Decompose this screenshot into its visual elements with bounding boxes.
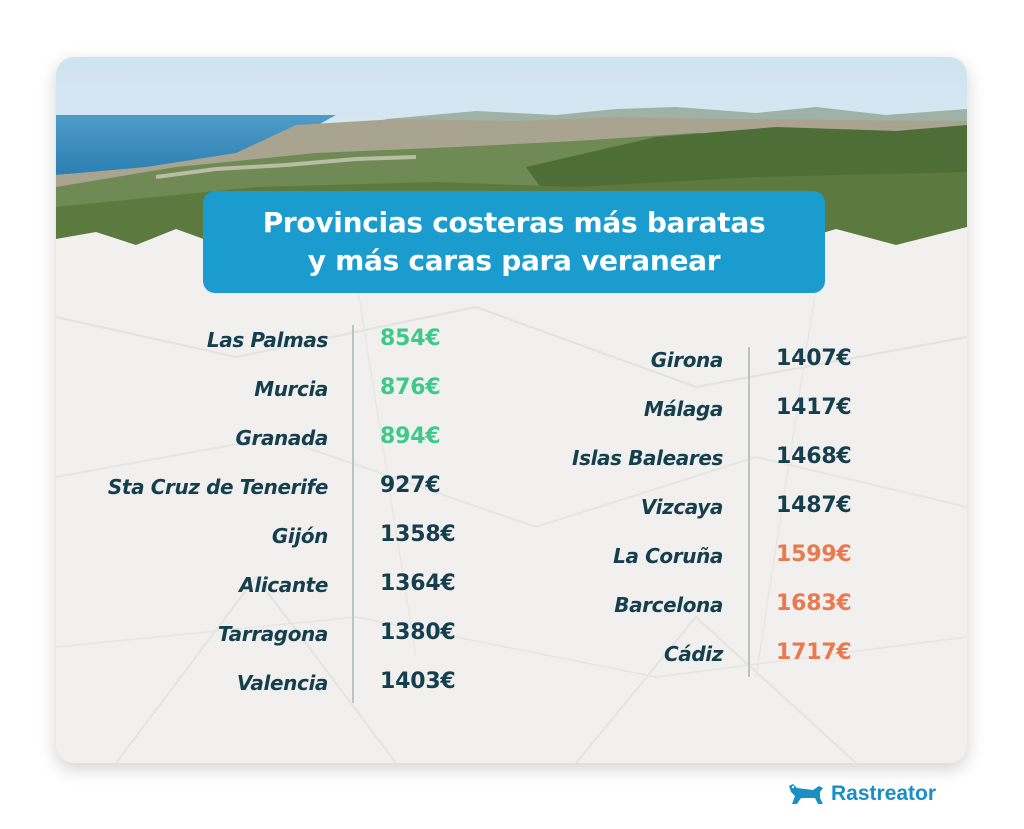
province-price: 1403€ — [380, 669, 456, 694]
infographic-card: Provincias costeras más baratas y más ca… — [56, 57, 967, 763]
province-price: 876€ — [380, 375, 441, 400]
title-line-1: Provincias costeras más baratas — [262, 206, 766, 239]
province-price: 1468€ — [776, 444, 852, 469]
province-price: 1487€ — [776, 493, 852, 518]
province-price: 854€ — [380, 326, 441, 351]
province-name: Málaga — [643, 397, 724, 421]
right-list: Girona 1407€ Málaga 1417€ Islas Baleares 1468… — [56, 57, 967, 763]
dog-icon — [789, 784, 823, 804]
province-name: Tarragona — [217, 622, 329, 646]
rastreator-logo[interactable]: Rastreator — [787, 779, 936, 809]
province-price: 1683€ — [776, 591, 852, 616]
province-name: Sta Cruz de Tenerife — [107, 475, 328, 499]
province-price: 894€ — [380, 424, 441, 449]
province-price: 927€ — [380, 473, 441, 498]
province-name: Islas Baleares — [572, 446, 723, 470]
brand-name: Rastreator — [831, 782, 937, 805]
province-name: Murcia — [254, 377, 328, 401]
left-divider — [352, 325, 354, 703]
province-price: 1599€ — [776, 542, 852, 567]
province-price: 1417€ — [776, 395, 852, 420]
province-price: 1364€ — [380, 571, 456, 596]
right-divider — [748, 347, 750, 677]
province-price: 1358€ — [380, 522, 456, 547]
province-name: Gijón — [271, 524, 329, 548]
province-name: Cádiz — [664, 642, 723, 666]
province-name: Valencia — [236, 671, 328, 695]
province-price: 1717€ — [776, 640, 852, 665]
province-price: 1380€ — [380, 620, 456, 645]
province-price: 1407€ — [776, 346, 852, 371]
province-name: Alicante — [239, 573, 328, 597]
province-name: Barcelona — [614, 593, 723, 617]
province-name: Las Palmas — [206, 328, 328, 352]
province-name: La Coruña — [613, 544, 723, 568]
province-name: Vizcaya — [640, 495, 723, 519]
province-name: Girona — [650, 348, 724, 372]
title-banner: Provincias costeras más baratas y más ca… — [203, 191, 825, 293]
title-line-2: y más caras para veranear — [307, 244, 721, 277]
left-list: Las Palmas 854€ Murcia 876€ Granada 894€ Sta C… — [56, 57, 967, 763]
province-name: Granada — [235, 426, 328, 450]
